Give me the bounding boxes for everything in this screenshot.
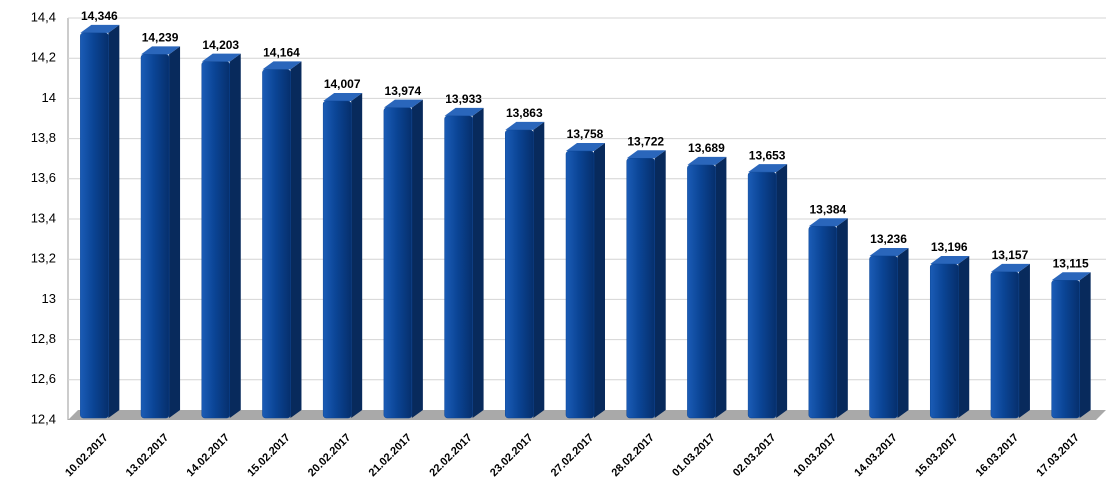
x-tick-label: 23.02.2017 xyxy=(488,432,535,479)
value-label: 13,933 xyxy=(445,92,482,106)
bar-side xyxy=(169,46,181,419)
x-tick-label: 21.02.2017 xyxy=(367,432,414,479)
bar-side xyxy=(776,164,788,418)
value-label: 13,758 xyxy=(567,127,604,141)
x-tick-label: 15.02.2017 xyxy=(245,432,292,479)
x-tick-label: 20.02.2017 xyxy=(306,432,353,479)
x-tick-label: 28.02.2017 xyxy=(609,432,656,479)
bar-top xyxy=(80,24,120,33)
y-tick-label: 12,4 xyxy=(31,411,56,426)
value-label: 14,203 xyxy=(202,38,239,52)
bar xyxy=(444,115,473,419)
bar xyxy=(383,107,413,419)
bar xyxy=(929,263,959,419)
bar-top xyxy=(687,156,727,165)
value-label: 14,007 xyxy=(324,77,361,91)
bar xyxy=(262,69,291,419)
value-label: 13,653 xyxy=(749,148,786,162)
x-tick-label: 16.03.2017 xyxy=(974,432,1021,479)
y-tick-label: 13 xyxy=(42,291,56,306)
value-label: 14,346 xyxy=(81,9,118,23)
bar-top xyxy=(990,263,1030,272)
y-tick-label: 12,6 xyxy=(31,371,56,386)
bar xyxy=(747,171,777,419)
x-tick-label: 27.02.2017 xyxy=(549,432,596,479)
bar xyxy=(565,150,595,419)
bar xyxy=(990,271,1020,419)
bar-side xyxy=(351,92,363,419)
x-tick-label: 17.03.2017 xyxy=(1034,432,1081,479)
bar-top xyxy=(626,150,666,159)
x-tick-label: 15.03.2017 xyxy=(913,432,960,479)
y-tick-label: 13,2 xyxy=(31,251,56,266)
bar-top xyxy=(869,247,909,256)
x-tick-label: 13.02.2017 xyxy=(124,432,171,479)
bar-top xyxy=(505,121,545,130)
bar-top xyxy=(141,46,181,55)
bar-top xyxy=(748,164,788,173)
bar-side xyxy=(715,156,727,418)
y-tick-label: 14,2 xyxy=(31,50,56,65)
value-label: 13,196 xyxy=(931,240,968,254)
x-tick-label: 22.02.2017 xyxy=(427,432,474,479)
bar-side xyxy=(594,143,605,419)
bar-side xyxy=(654,150,666,418)
value-label: 14,239 xyxy=(142,31,179,45)
bar xyxy=(626,158,655,419)
x-tick-label: 10.02.2017 xyxy=(63,432,110,479)
bar-top xyxy=(201,53,241,62)
bar-top xyxy=(383,99,423,108)
bar-side xyxy=(1079,272,1091,418)
x-tick-label: 01.03.2017 xyxy=(670,432,717,479)
bar xyxy=(201,61,231,419)
x-tick-label: 02.03.2017 xyxy=(731,432,778,479)
y-tick-label: 13,4 xyxy=(31,210,56,225)
value-label: 13,236 xyxy=(870,232,907,246)
bar-side xyxy=(958,256,970,418)
bar xyxy=(80,32,109,419)
bar-side xyxy=(836,218,848,418)
x-tick-label: 10.03.2017 xyxy=(792,432,839,479)
bar xyxy=(140,54,170,419)
bar-side xyxy=(533,121,545,418)
bar xyxy=(322,100,352,419)
y-tick-label: 13,6 xyxy=(31,170,56,185)
bar xyxy=(1051,280,1080,419)
bar-side xyxy=(1018,263,1030,418)
bar-side xyxy=(108,24,120,418)
bar xyxy=(869,255,898,419)
bar-top xyxy=(323,92,363,101)
value-label: 13,689 xyxy=(688,141,725,155)
bar xyxy=(505,129,534,419)
bar-side xyxy=(472,107,484,418)
value-label: 13,157 xyxy=(992,248,1029,262)
value-label: 13,384 xyxy=(809,202,846,216)
bar-top xyxy=(930,256,970,265)
bar-top xyxy=(262,61,302,70)
value-label: 13,863 xyxy=(506,106,543,120)
bar-side xyxy=(290,61,302,418)
y-tick-label: 12,8 xyxy=(31,331,56,346)
bar-side xyxy=(411,99,423,418)
value-label: 13,974 xyxy=(385,84,422,98)
y-tick-label: 14,4 xyxy=(31,9,56,24)
bar-side xyxy=(897,247,909,418)
bar xyxy=(687,164,716,419)
bar-top xyxy=(808,218,848,227)
value-label: 13,722 xyxy=(627,134,664,148)
value-label: 13,115 xyxy=(1053,256,1089,270)
y-tick-label: 13,8 xyxy=(31,130,56,145)
bar xyxy=(808,225,838,419)
bar-top xyxy=(444,107,484,116)
value-label: 14,164 xyxy=(263,46,300,60)
bar-top xyxy=(1051,272,1091,281)
bar-top xyxy=(566,143,605,152)
y-tick-label: 14 xyxy=(42,90,56,105)
bar-side xyxy=(229,53,241,419)
x-tick-label: 14.02.2017 xyxy=(185,432,232,479)
x-tick-label: 14.03.2017 xyxy=(852,432,899,479)
